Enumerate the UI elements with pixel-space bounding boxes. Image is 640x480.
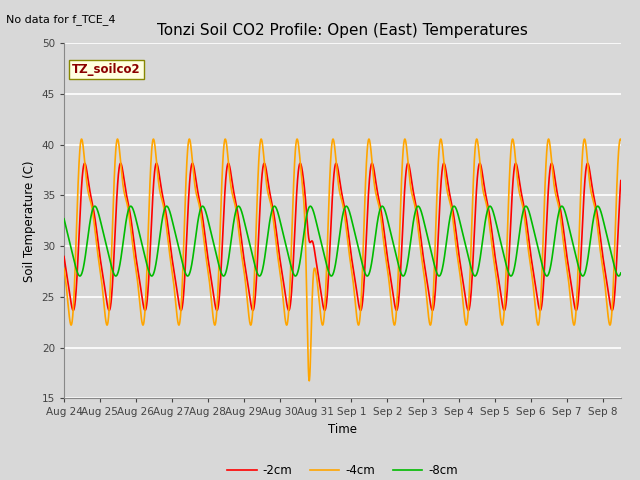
-4cm	[157, 192, 164, 197]
-4cm	[547, 144, 554, 150]
Line: -4cm: -4cm	[64, 139, 621, 381]
-8cm	[112, 273, 120, 279]
Text: TZ_soilco2: TZ_soilco2	[72, 63, 141, 76]
-4cm	[606, 322, 614, 328]
-8cm	[617, 270, 625, 276]
-8cm	[274, 210, 282, 216]
-8cm	[60, 216, 68, 222]
-4cm	[257, 136, 265, 142]
-4cm	[60, 265, 68, 271]
-4cm	[305, 378, 313, 384]
-2cm	[274, 238, 282, 244]
-8cm	[235, 204, 243, 209]
X-axis label: Time: Time	[328, 423, 357, 436]
-8cm	[298, 245, 306, 251]
Text: No data for f_TCE_4: No data for f_TCE_4	[6, 14, 116, 25]
Line: -8cm: -8cm	[64, 206, 621, 276]
-4cm	[124, 203, 131, 209]
-2cm	[440, 160, 448, 166]
Line: -2cm: -2cm	[64, 163, 621, 311]
-8cm	[606, 246, 614, 252]
-2cm	[617, 178, 625, 183]
Y-axis label: Soil Temperature (C): Soil Temperature (C)	[23, 160, 36, 282]
-8cm	[547, 265, 554, 271]
-2cm	[546, 166, 554, 172]
-8cm	[157, 227, 164, 232]
-2cm	[606, 301, 614, 307]
-8cm	[124, 210, 132, 216]
-2cm	[608, 308, 616, 313]
-2cm	[157, 180, 164, 186]
Legend: -2cm, -4cm, -8cm: -2cm, -4cm, -8cm	[222, 459, 463, 480]
-2cm	[298, 164, 305, 170]
-4cm	[617, 137, 625, 143]
-2cm	[60, 253, 68, 259]
-2cm	[124, 197, 131, 203]
-4cm	[298, 177, 306, 182]
Title: Tonzi Soil CO2 Profile: Open (East) Temperatures: Tonzi Soil CO2 Profile: Open (East) Temp…	[157, 23, 528, 38]
-4cm	[274, 253, 282, 259]
